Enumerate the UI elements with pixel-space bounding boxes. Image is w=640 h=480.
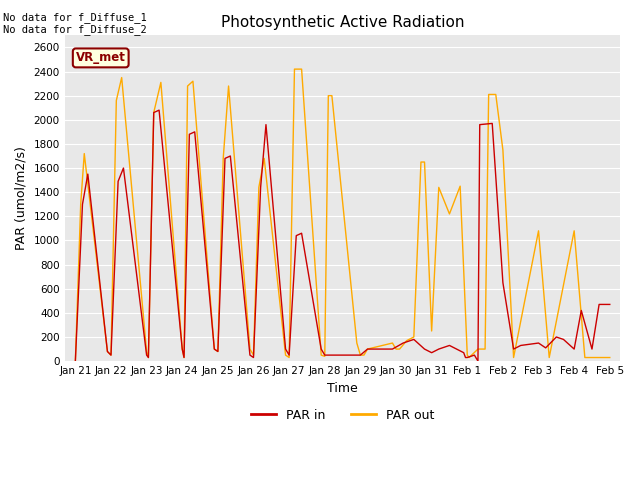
PAR in <box>257 184 264 190</box>
PAR in <box>156 107 163 113</box>
PAR out <box>211 346 218 352</box>
PAR in <box>428 350 435 356</box>
PAR out <box>435 184 443 190</box>
PAR out <box>150 110 157 116</box>
PAR out <box>81 151 88 156</box>
Y-axis label: PAR (umol/m2/s): PAR (umol/m2/s) <box>15 146 28 250</box>
PAR in <box>606 301 614 307</box>
X-axis label: Time: Time <box>327 382 358 395</box>
Line: PAR out: PAR out <box>76 69 610 361</box>
PAR in <box>214 348 221 354</box>
Text: VR_met: VR_met <box>76 51 125 64</box>
Legend: PAR in, PAR out: PAR in, PAR out <box>246 404 439 427</box>
PAR in <box>250 355 257 360</box>
PAR in <box>227 153 234 159</box>
Text: No data for f_Diffuse_1
No data for f_Diffuse_2: No data for f_Diffuse_1 No data for f_Di… <box>3 12 147 36</box>
PAR out <box>353 340 361 346</box>
PAR in <box>179 346 186 352</box>
PAR out <box>72 358 79 364</box>
PAR out <box>291 66 298 72</box>
Title: Photosynthetic Active Radiation: Photosynthetic Active Radiation <box>221 15 465 30</box>
PAR out <box>606 355 614 360</box>
PAR out <box>118 75 125 81</box>
PAR in <box>72 358 79 364</box>
Line: PAR in: PAR in <box>76 110 610 361</box>
